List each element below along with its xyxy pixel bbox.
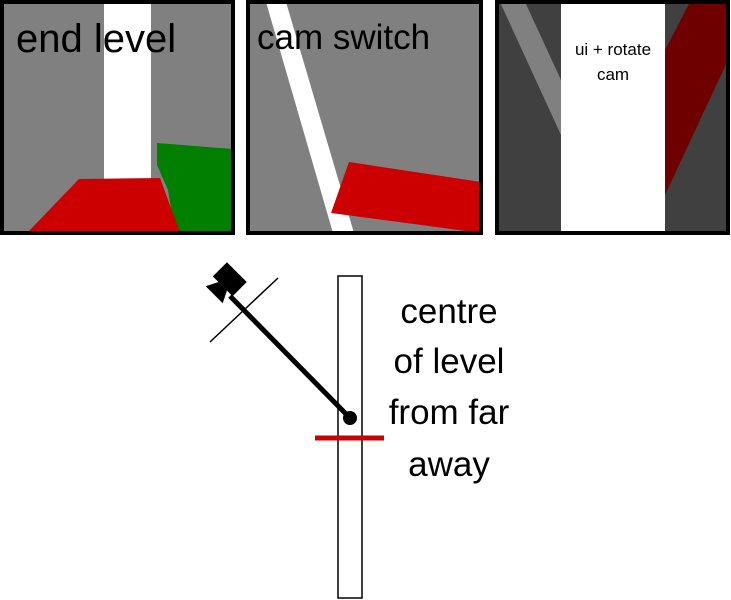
- camera-lens: [205, 282, 227, 304]
- annotation-line-4: away: [408, 445, 490, 484]
- panel-ui-rotate-gray-diagonal: [500, 2, 561, 135]
- panel-end-level: end level: [0, 0, 235, 235]
- panel-end-level-label: end level: [16, 17, 176, 61]
- panel-cam-switch: cam switch: [246, 0, 483, 235]
- panel-cam-switch-label: cam switch: [257, 18, 430, 57]
- panel-ui-rotate-dark-red-block: [665, 2, 728, 195]
- camera-boom-line: [228, 294, 352, 420]
- annotation-line-3: from far: [389, 393, 510, 432]
- panel-end-level-frame: [0, 0, 235, 235]
- panel-end-level-white-corridor: [104, 2, 151, 182]
- panel-end-level-red-block: [27, 178, 180, 233]
- panel-cam-switch-red-block: [331, 162, 481, 233]
- panel-ui-rotate-white-area: [561, 2, 665, 233]
- panel-ui-rotate-frame: [495, 0, 730, 235]
- panel-ui-rotate-label-line1: ui + rotate: [575, 40, 651, 59]
- pivot-point: [343, 411, 357, 425]
- panel-ui-rotate-label-line2: cam: [597, 65, 629, 84]
- camera-body: [212, 262, 247, 297]
- camera-icon: [205, 262, 247, 304]
- panel-cam-switch-frame: [246, 0, 483, 235]
- annotation-line-1: centre: [400, 292, 497, 331]
- camera-view-plane-line: [209, 277, 279, 343]
- annotation-line-2: of level: [394, 342, 505, 381]
- panel-ui-rotate-cam: ui + rotate cam: [495, 0, 730, 235]
- top-down-diagram: centre of level from far away: [205, 262, 510, 599]
- panel-end-level-green-block: [157, 143, 233, 233]
- panel-cam-switch-white-diagonal: [266, 2, 354, 233]
